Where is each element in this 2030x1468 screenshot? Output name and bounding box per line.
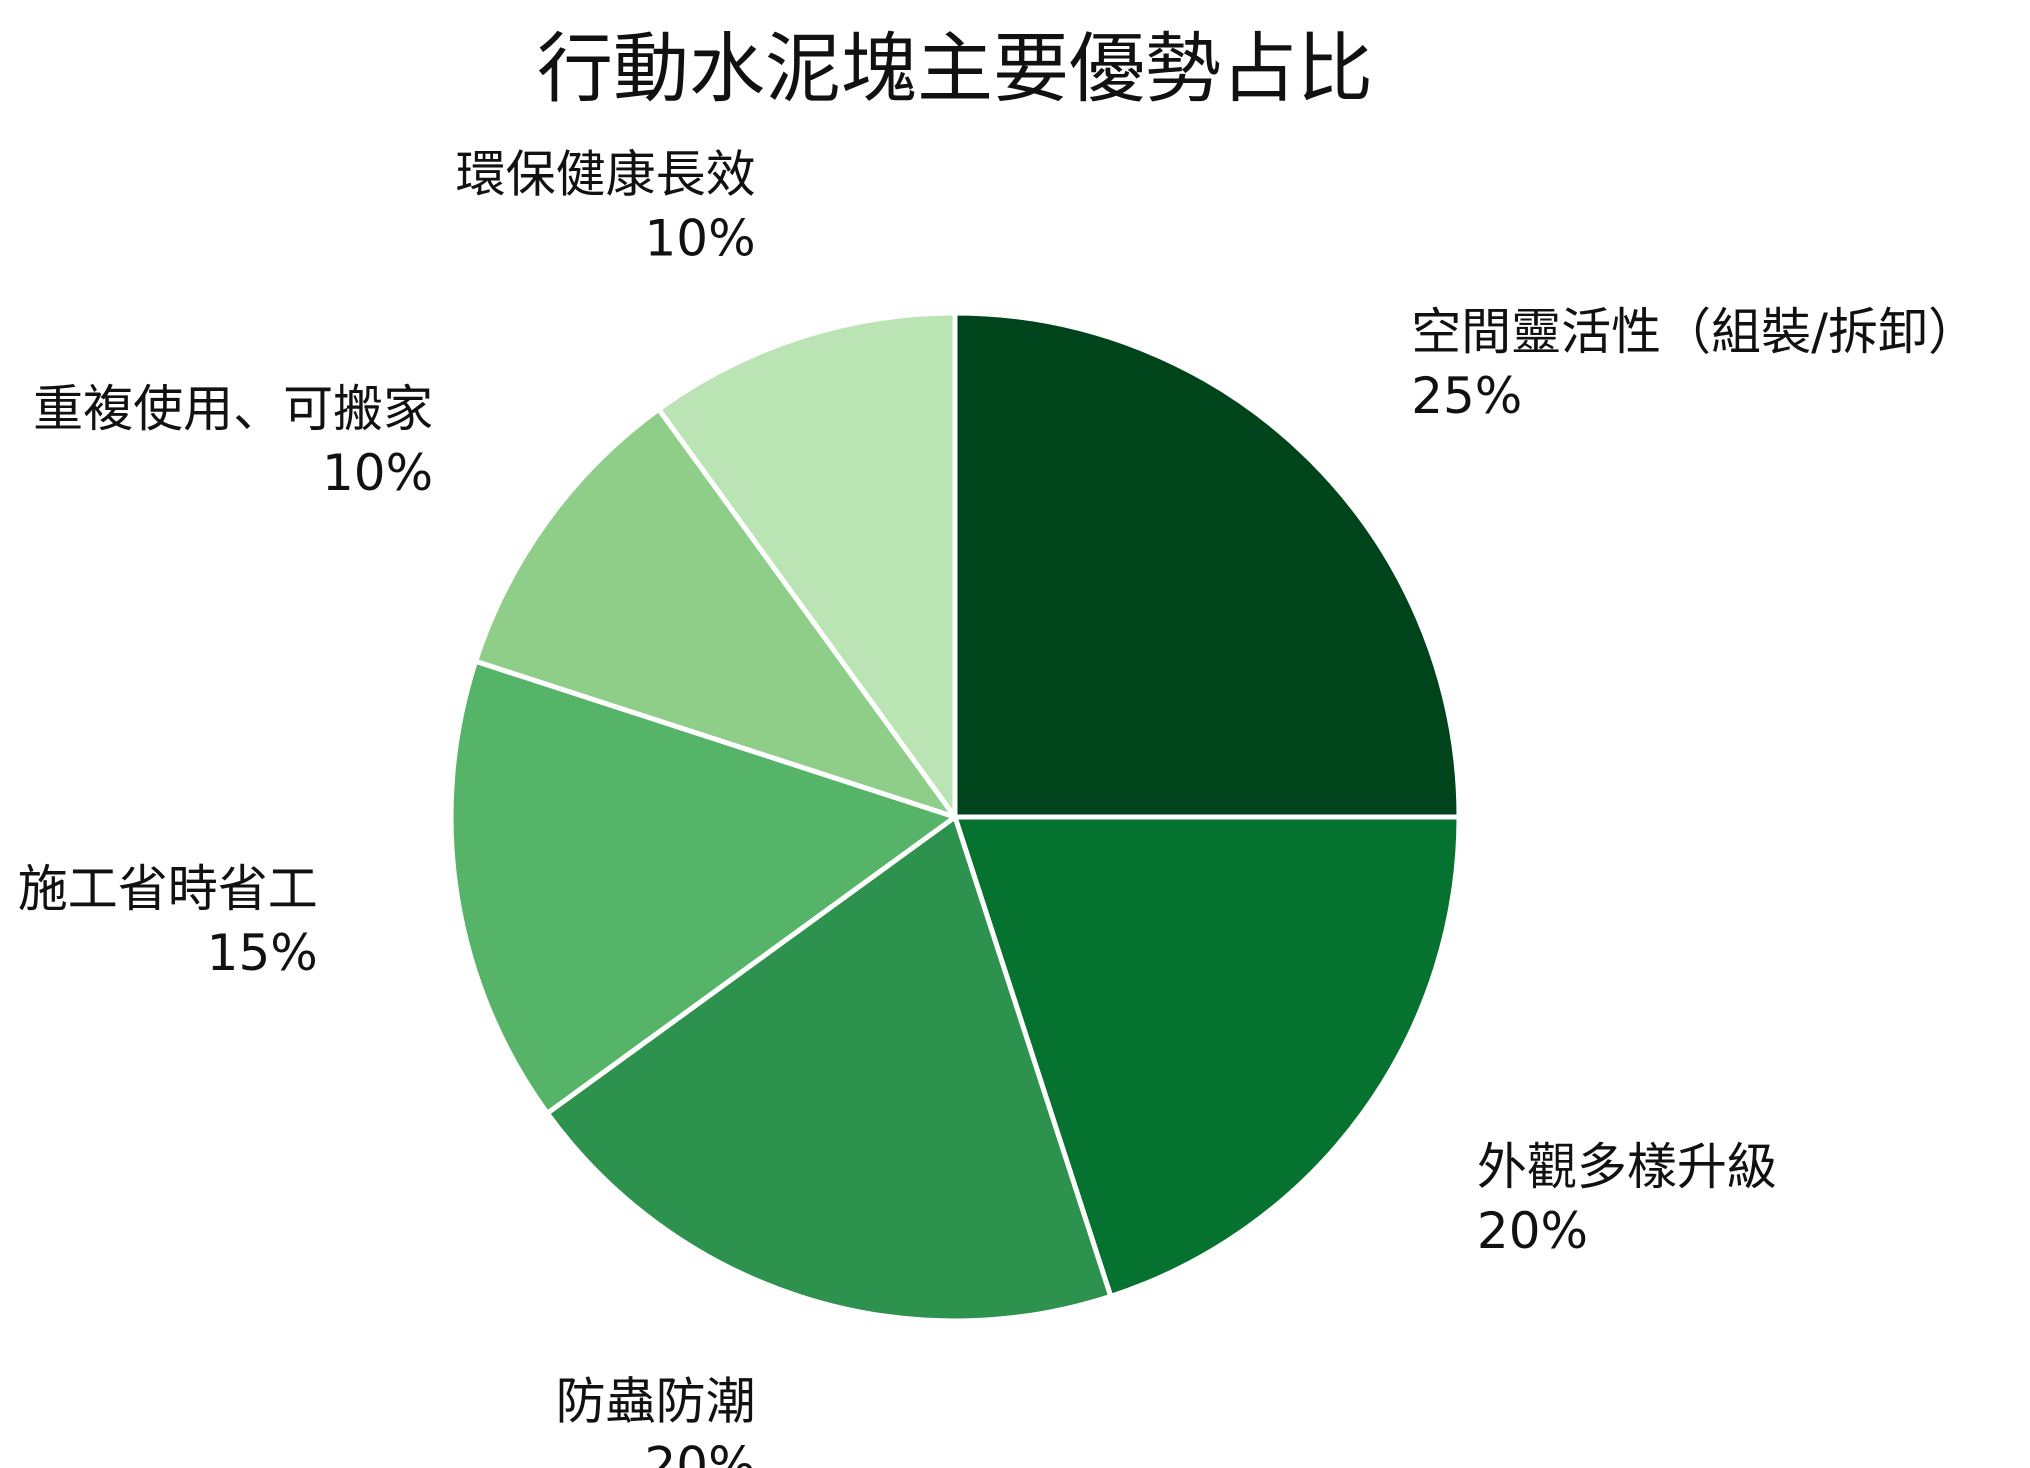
pie-labels: 空間靈活性（組裝/拆卸） 25% 外觀多樣升級 20% 防蟲防潮 20% 施工省時省工 15%… xyxy=(18,146,1978,1468)
slice-value-label: 20% xyxy=(644,1437,755,1468)
slice-value-label: 10% xyxy=(322,444,433,502)
chart-title: 行動水泥塊主要優勢占比 xyxy=(537,24,1373,113)
slice-value-label: 15% xyxy=(207,924,318,982)
slice-category-label: 外觀多樣升級 xyxy=(1477,1138,1777,1196)
slice-value-label: 20% xyxy=(1477,1202,1588,1260)
slice-category-label: 防蟲防潮 xyxy=(556,1373,756,1431)
pie-slices xyxy=(448,310,1462,1324)
slice-category-label: 空間靈活性（組裝/拆卸） xyxy=(1411,303,1978,361)
slice-value-label: 10% xyxy=(644,210,755,268)
slice-category-label: 環保健康長效 xyxy=(456,146,756,204)
pie-slice xyxy=(952,310,1462,820)
slice-category-label: 施工省時省工 xyxy=(18,860,318,918)
slice-category-label: 重複使用、可搬家 xyxy=(33,380,433,438)
pie-slice xyxy=(952,814,1462,1299)
pie-slice xyxy=(473,406,958,820)
pie-slice xyxy=(544,814,1114,1324)
pie-slice xyxy=(448,658,958,1116)
pie-slice xyxy=(656,310,958,820)
slice-value-label: 25% xyxy=(1411,367,1522,425)
